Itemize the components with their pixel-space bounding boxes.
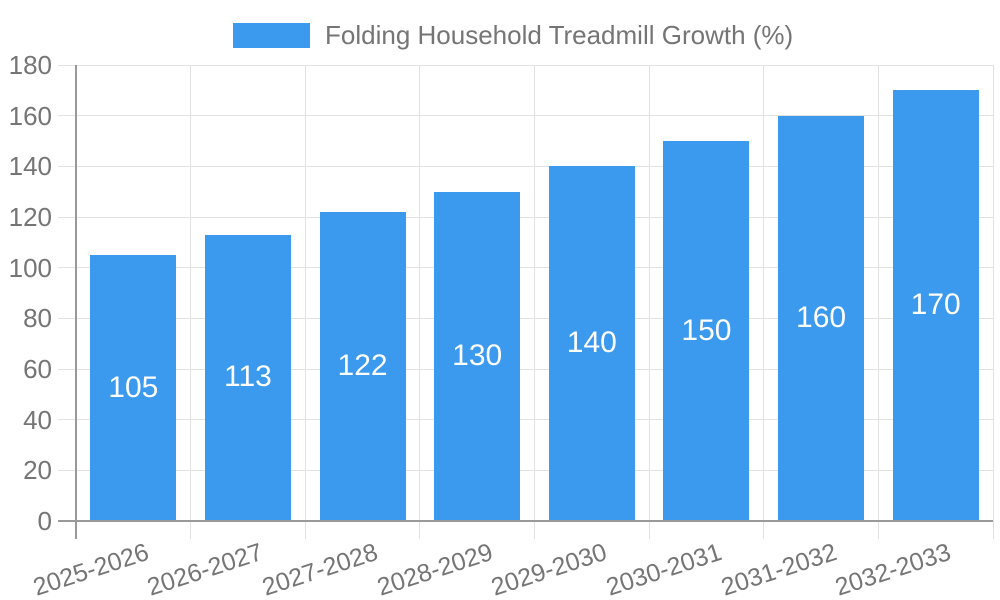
bar (778, 115, 865, 520)
y-axis-line (75, 65, 77, 539)
bar (892, 90, 979, 520)
bar-value-label: 113 (224, 360, 272, 394)
x-axis-tick-label: 2027-2028 (258, 538, 382, 600)
gridline-horizontal (58, 317, 993, 319)
gridline-vertical (304, 65, 306, 539)
gridline-horizontal (58, 64, 993, 66)
y-axis-tick-label: 0 (37, 506, 52, 536)
bar (90, 255, 177, 520)
x-axis-tick-label: 2028-2029 (373, 538, 496, 600)
y-axis-tick-label: 140 (8, 151, 52, 182)
bar-value-label: 105 (108, 370, 159, 404)
legend-label: Folding Household Treadmill Growth (%) (325, 20, 794, 50)
y-axis-tick-label: 40 (23, 404, 52, 435)
bar-value-label: 122 (337, 348, 388, 382)
x-axis-tick-label: 2026-2027 (144, 538, 267, 600)
gridline-vertical (534, 65, 535, 539)
gridline-vertical (648, 65, 650, 539)
x-axis-tick-label: 2029-2030 (488, 538, 611, 600)
gridline-horizontal (58, 419, 993, 421)
bar-value-label: 170 (910, 288, 961, 322)
gridline-vertical (992, 65, 994, 539)
y-axis-tick-label: 20 (23, 455, 52, 486)
x-axis-tick-label: 2025-2026 (29, 538, 152, 600)
gridline-horizontal (58, 165, 993, 167)
x-axis-tick-label: 2032-2033 (831, 538, 955, 600)
y-axis-tick-label: 60 (23, 354, 52, 384)
gridline-vertical (190, 65, 192, 539)
y-axis-tick-label: 180 (8, 50, 52, 80)
gridline-vertical (763, 65, 765, 539)
bar-value-label: 150 (681, 313, 732, 347)
gridline-horizontal (58, 115, 993, 117)
x-axis-tick-label: 2031-2032 (717, 538, 840, 600)
bar (663, 141, 750, 520)
y-axis-tick-label: 120 (8, 202, 52, 232)
bar (204, 234, 291, 520)
y-axis-tick-label: 160 (8, 100, 52, 131)
gridline-horizontal (58, 267, 993, 269)
bar (548, 166, 635, 520)
x-axis-tick-label: 2030-2031 (602, 538, 726, 600)
gridline-horizontal (58, 469, 993, 471)
y-axis-tick-label: 100 (8, 252, 52, 283)
legend-swatch (233, 23, 310, 48)
gridline-vertical (877, 65, 879, 539)
x-axis-line (58, 520, 993, 522)
y-axis-tick-label: 80 (23, 303, 52, 334)
gridline-horizontal (58, 216, 993, 218)
bar-value-label: 160 (796, 300, 847, 334)
gridline-vertical (419, 65, 421, 539)
gridline-horizontal (58, 368, 993, 370)
bar (319, 211, 406, 520)
legend-item[interactable]: Folding Household Treadmill Growth (%) (233, 20, 793, 51)
bar (434, 191, 521, 520)
bar-value-label: 140 (566, 326, 617, 360)
bar-value-label: 130 (452, 338, 503, 372)
